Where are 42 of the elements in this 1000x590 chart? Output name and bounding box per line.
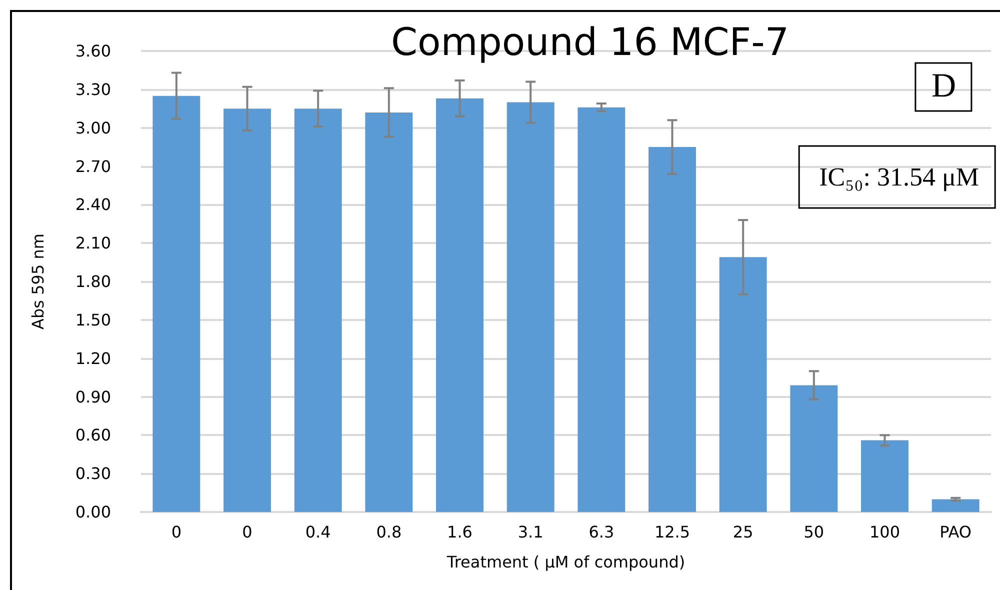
y-tick-label: 2.40	[75, 195, 111, 214]
y-tick-label: 0.60	[75, 426, 111, 445]
y-axis-title: Abs 595 nm	[28, 234, 48, 330]
x-tick-label: PAO	[940, 522, 972, 542]
y-tick-label: 2.70	[75, 156, 111, 176]
x-tick-label: 50	[804, 522, 824, 542]
annotation: D	[931, 68, 956, 104]
y-tick-label: 1.20	[75, 348, 111, 368]
x-tick-label: 12.5	[654, 522, 690, 542]
bar	[152, 96, 200, 512]
y-tick-label: 0.90	[75, 387, 111, 406]
y-tick-label: 2.10	[75, 234, 111, 253]
y-tick-label: 1.50	[75, 310, 111, 330]
x-tick-label: 0.8	[376, 522, 402, 542]
y-tick-label: 3.30	[75, 80, 111, 99]
annotation: IC₅₀: 31.54 μM	[819, 162, 980, 192]
bar	[719, 257, 767, 512]
chart-title: Compound 16 MCF-7	[390, 20, 790, 64]
x-tick-label: 100	[869, 522, 900, 542]
bar	[648, 147, 696, 512]
bar	[932, 499, 980, 512]
x-axis-title: Treatment ( µM of compound)	[446, 552, 686, 572]
x-tick-label: 1.6	[447, 522, 472, 542]
y-tick-label: 0.30	[75, 464, 111, 484]
x-tick-label: 3.1	[518, 522, 544, 542]
bar	[578, 107, 626, 512]
bar	[861, 440, 908, 512]
bar	[436, 98, 484, 512]
bar	[506, 102, 554, 512]
x-tick-label: 25	[732, 522, 754, 542]
bar	[294, 108, 342, 512]
x-tick-label: 0	[171, 522, 182, 542]
bar	[790, 385, 838, 512]
y-tick-label: 3.60	[75, 42, 111, 60]
bar	[365, 112, 413, 512]
x-tick-label: 0.4	[305, 522, 331, 542]
x-tick-label: 6.3	[588, 522, 614, 542]
x-tick-label: 0	[242, 522, 252, 542]
y-tick-label: 1.80	[75, 272, 111, 291]
y-tick-label: 0.00	[75, 502, 111, 522]
y-tick-label: 3.00	[75, 118, 111, 138]
bar	[224, 108, 271, 512]
